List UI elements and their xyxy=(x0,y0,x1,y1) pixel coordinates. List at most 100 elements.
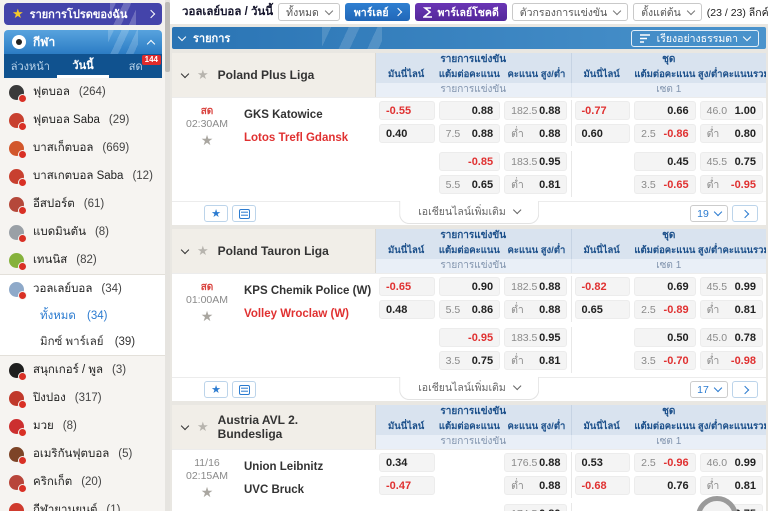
odds-button[interactable]: 7.5 0.88 xyxy=(438,124,501,143)
team-name[interactable]: Union Leibnitz xyxy=(244,460,324,473)
league-favorite-star-icon[interactable]: ★ xyxy=(197,67,209,82)
parlay-button[interactable]: พาร์เลย์ xyxy=(344,3,410,21)
statistics-button[interactable] xyxy=(232,205,256,222)
odds-button[interactable]: 0.40 xyxy=(379,124,435,143)
league-title-cell[interactable]: ★ Austria AVL 2. Bundesliga xyxy=(172,405,376,449)
league-header[interactable]: ★ Poland Plus Liga รายการแข่งขัน ชุด มัน… xyxy=(172,53,766,97)
odds-button[interactable]: 5.5 0.65 xyxy=(438,175,501,194)
odds-button[interactable]: ต่ำ 0.81 xyxy=(699,476,763,495)
tab-live[interactable]: สด 144 xyxy=(109,54,162,78)
odds-button[interactable]: -0.82 xyxy=(574,277,631,296)
odds-button[interactable]: ต่ำ 0.88 xyxy=(504,476,568,495)
odds-button[interactable]: 0.48 xyxy=(379,300,435,319)
sidebar-item-tennis[interactable]: เทนนิส (82) xyxy=(0,246,165,274)
odds-button[interactable]: 183.5 0.95 xyxy=(504,152,568,171)
lines-count-dropdown[interactable]: 19 xyxy=(690,205,728,222)
odds-button[interactable]: ต่ำ 0.81 xyxy=(504,351,568,370)
sidebar-item-american-football[interactable]: อเมริกันฟุตบอล (5) xyxy=(0,440,165,468)
odds-button[interactable]: 3.5 -0.65 xyxy=(634,175,696,194)
odds-button[interactable]: 0.66 xyxy=(634,101,696,120)
odds-button[interactable]: -0.85 xyxy=(438,152,501,171)
sidebar-item-badminton[interactable]: แบดมินตัน (8) xyxy=(0,218,165,246)
from-start-dropdown[interactable]: ตั้งแต่ต้น xyxy=(633,3,702,21)
odds-button[interactable]: 2.5 -0.89 xyxy=(634,300,696,319)
odds-button[interactable]: 0.53 xyxy=(574,453,631,472)
odds-button[interactable]: -0.55 xyxy=(379,101,435,120)
sidebar-item-basketball[interactable]: บาสเก็ตบอล (669) xyxy=(0,134,165,162)
team-name[interactable]: KPS Chemik Police (W) xyxy=(244,284,372,297)
odds-button[interactable]: ต่ำ 0.88 xyxy=(504,300,568,319)
match-filter-dropdown[interactable]: ตัวกรองการแข่งขัน xyxy=(511,3,629,21)
odds-button[interactable]: ต่ำ 0.88 xyxy=(504,124,568,143)
sidebar-item-volleyball[interactable]: วอลเลย์บอล (34) xyxy=(0,275,165,303)
odds-button[interactable]: 0.60 xyxy=(574,124,631,143)
sort-button[interactable]: เรียงอย่างธรรมดา xyxy=(630,29,759,47)
odds-button[interactable]: 183.5 0.95 xyxy=(504,328,568,347)
favorite-match-button[interactable]: ★ xyxy=(204,205,228,222)
team-name[interactable]: Volley Wroclaw (W) xyxy=(244,307,350,320)
more-asian-lines-button[interactable]: เอเชียนไลน์เพิ่มเติม xyxy=(399,201,539,224)
tab-today[interactable]: วันนี้ xyxy=(56,54,110,78)
sidebar-item-cricket[interactable]: คริกเก็ต (20) xyxy=(0,468,165,496)
sidebar-subitem[interactable]: มิกซ์ พาร์เลย์ (39) xyxy=(0,329,165,355)
odds-button[interactable]: ต่ำ 0.81 xyxy=(504,175,568,194)
next-page-button[interactable] xyxy=(732,381,758,398)
list-title-group[interactable]: รายการ xyxy=(177,29,230,47)
odds-button[interactable]: 0.88 xyxy=(438,101,501,120)
favorites-button[interactable]: ★ รายการโปรดของฉัน xyxy=(4,3,162,25)
odds-button[interactable]: -0.68 xyxy=(574,476,631,495)
odds-button[interactable]: 46.0 0.99 xyxy=(699,453,763,472)
team-name[interactable]: Lotos Trefl Gdansk xyxy=(244,131,349,144)
sidebar-subitem[interactable]: ทั้งหมด (34) xyxy=(0,303,165,329)
team-name[interactable]: GKS Katowice xyxy=(244,108,323,121)
odds-button[interactable]: 45.5 0.75 xyxy=(699,152,763,171)
league-favorite-star-icon[interactable]: ★ xyxy=(197,419,209,434)
odds-button[interactable]: 45.5 0.99 xyxy=(699,277,763,296)
odds-button[interactable]: 182.5 0.88 xyxy=(504,277,568,296)
match-favorite-star-icon[interactable]: ★ xyxy=(200,132,214,148)
odds-button[interactable]: -0.47 xyxy=(379,476,435,495)
odds-button[interactable]: 5.5 0.86 xyxy=(438,300,501,319)
league-favorite-star-icon[interactable]: ★ xyxy=(197,243,209,258)
match-favorite-star-icon[interactable]: ★ xyxy=(200,484,214,500)
odds-button[interactable]: 174.50.80 xyxy=(504,504,568,511)
odds-button[interactable]: -0.65 xyxy=(379,277,435,296)
league-header[interactable]: ★ Austria AVL 2. Bundesliga รายการแข่งขั… xyxy=(172,405,766,449)
odds-button[interactable]: ต่ำ -0.98 xyxy=(699,351,763,370)
odds-button[interactable]: 0.50 xyxy=(634,328,696,347)
odds-button[interactable]: ต่ำ 0.80 xyxy=(699,124,763,143)
sidebar-item-snooker[interactable]: สนุกเกอร์ / พูล (3) xyxy=(0,356,165,384)
odds-button[interactable]: ต่ำ -0.95 xyxy=(699,175,763,194)
team-name[interactable]: UVC Bruck xyxy=(244,483,305,496)
sidebar-item-basketball-saba[interactable]: บาสเกตบอล Saba (12) xyxy=(0,162,165,190)
league-title-cell[interactable]: ★ Poland Plus Liga xyxy=(172,53,376,97)
odds-button[interactable]: 46.0 1.00 xyxy=(699,101,763,120)
sidebar-item-pingpong[interactable]: ปิงปอง (317) xyxy=(0,384,165,412)
odds-button[interactable]: 176.5 0.88 xyxy=(504,453,568,472)
odds-button[interactable]: 45.0 0.78 xyxy=(699,328,763,347)
odds-button[interactable]: -0.77 xyxy=(574,101,631,120)
tab-early[interactable]: ล่วงหน้า xyxy=(10,61,50,73)
sidebar-item-football[interactable]: ฟุตบอล (264) xyxy=(0,78,165,106)
odds-button[interactable]: 0.90 xyxy=(438,277,501,296)
odds-button[interactable]: 3.5 -0.70 xyxy=(634,351,696,370)
odds-button[interactable]: 2.5 -0.96 xyxy=(634,453,696,472)
lucky-parlay-button[interactable]: พาร์เลย์โชคดี xyxy=(414,3,507,21)
sidebar-item-esports[interactable]: อีสปอร์ต (61) xyxy=(0,190,165,218)
sidebar-item-motorsport[interactable]: กีฬายานยนต์ (1) xyxy=(0,496,165,511)
favorite-match-button[interactable]: ★ xyxy=(204,381,228,398)
sports-section-header[interactable]: กีฬา xyxy=(4,30,162,54)
odds-button[interactable]: 2.5 -0.86 xyxy=(634,124,696,143)
sport-filter-dropdown[interactable]: ทั้งหมด xyxy=(278,3,340,21)
lines-count-dropdown[interactable]: 17 xyxy=(690,381,728,398)
odds-button[interactable]: 0.34 xyxy=(379,453,435,472)
odds-button[interactable]: 3.5 0.75 xyxy=(438,351,501,370)
odds-button[interactable]: 0.69 xyxy=(634,277,696,296)
sidebar-item-boxing[interactable]: มวย (8) xyxy=(0,412,165,440)
odds-button[interactable]: 182.5 0.88 xyxy=(504,101,568,120)
odds-button[interactable]: ต่ำ 0.81 xyxy=(699,300,763,319)
odds-button[interactable]: 0.65 xyxy=(574,300,631,319)
sidebar-item-football-saba[interactable]: ฟุตบอล Saba (29) xyxy=(0,106,165,134)
scrollbar-thumb[interactable] xyxy=(165,2,170,72)
more-asian-lines-button[interactable]: เอเชียนไลน์เพิ่มเติม xyxy=(399,377,539,400)
